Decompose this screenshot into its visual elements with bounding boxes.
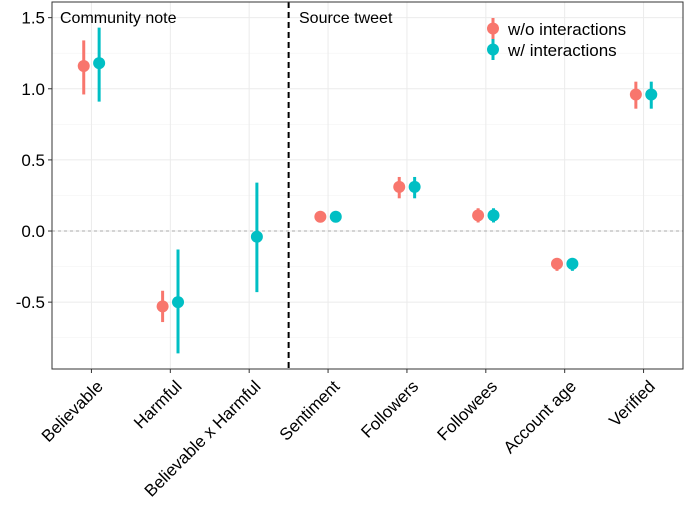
point-w-interactions-followees bbox=[487, 209, 500, 222]
reference-lines bbox=[52, 2, 683, 369]
panel-label-source-tweet: Source tweet bbox=[299, 10, 393, 27]
legend-label-w-interactions: w/ interactions bbox=[507, 41, 617, 60]
y-tick-label: 1.0 bbox=[21, 80, 45, 99]
plot-border bbox=[51, 1, 684, 370]
legend-label-wo-interactions: w/o interactions bbox=[507, 20, 626, 39]
panel-labels: Community note Source tweet bbox=[60, 10, 393, 27]
point-w-interactions-account-age bbox=[566, 257, 579, 270]
y-tick-label: -0.5 bbox=[16, 293, 45, 312]
legend: w/o interactions w/ interactions bbox=[487, 18, 626, 60]
point-w-o-interactions-account-age bbox=[550, 257, 563, 270]
y-tick-label: 0.5 bbox=[21, 151, 45, 170]
legend-key-dot-w-interactions bbox=[487, 43, 499, 56]
point-w-interactions-verified bbox=[645, 88, 658, 101]
data-marks bbox=[77, 27, 658, 354]
point-w-interactions-followers bbox=[408, 180, 421, 193]
point-w-interactions-believable-x-harmful bbox=[250, 230, 263, 243]
panel-label-community-note: Community note bbox=[60, 10, 177, 27]
point-w-o-interactions-sentiment bbox=[314, 210, 327, 223]
point-w-interactions-sentiment bbox=[329, 210, 342, 223]
point-w-o-interactions-believable bbox=[77, 60, 90, 73]
y-tick-label: 0.0 bbox=[21, 222, 45, 241]
point-w-o-interactions-followees bbox=[472, 209, 485, 222]
point-w-o-interactions-followers bbox=[393, 180, 406, 193]
y-tick-label: 1.5 bbox=[21, 9, 45, 28]
point-w-o-interactions-verified bbox=[629, 88, 642, 101]
legend-key-dot-wo-interactions bbox=[487, 22, 499, 35]
grid-lines bbox=[52, 2, 683, 369]
point-w-interactions-believable bbox=[93, 57, 106, 70]
point-w-interactions-harmful bbox=[172, 296, 185, 309]
point-w-o-interactions-harmful bbox=[156, 300, 169, 313]
